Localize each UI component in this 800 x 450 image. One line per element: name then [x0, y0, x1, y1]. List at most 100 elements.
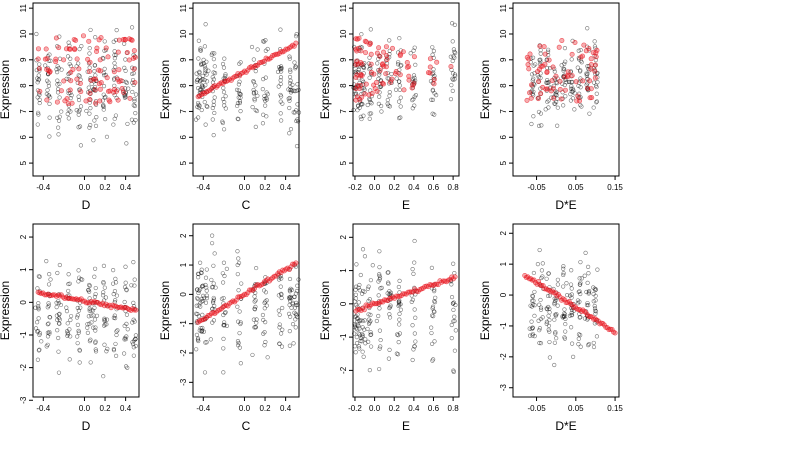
- observed-point: [286, 87, 291, 92]
- fitted-point: [544, 69, 550, 75]
- observed-point: [287, 98, 292, 103]
- observed-point: [570, 307, 575, 313]
- observed-point: [547, 65, 553, 71]
- observed-point: [238, 320, 243, 325]
- observed-point: [65, 321, 70, 326]
- observed-point: [290, 322, 296, 327]
- observed-point: [221, 370, 226, 375]
- observed-point: [563, 59, 568, 64]
- fitted-point: [541, 44, 547, 50]
- observed-point: [429, 341, 435, 347]
- observed-point: [206, 68, 211, 73]
- observed-point: [254, 320, 259, 325]
- observed-point: [198, 78, 203, 83]
- observed-point: [203, 300, 209, 305]
- observed-point: [537, 328, 542, 333]
- observed-point: [429, 286, 435, 291]
- observed-point: [360, 349, 365, 354]
- x-tick-label: -0.05: [527, 404, 546, 413]
- observed-point: [237, 309, 242, 314]
- observed-point: [54, 67, 59, 72]
- observed-point: [296, 119, 301, 124]
- observed-point: [112, 313, 117, 318]
- fitted-point: [408, 289, 414, 295]
- observed-point: [254, 108, 260, 114]
- observed-point: [450, 76, 455, 81]
- observed-point: [36, 301, 41, 306]
- fitted-point: [556, 44, 562, 50]
- observed-point: [74, 315, 80, 320]
- observed-point: [89, 308, 94, 313]
- x-tick-label: -0.4: [196, 404, 210, 413]
- observed-point: [55, 44, 60, 49]
- observed-point: [236, 288, 241, 293]
- observed-point: [359, 32, 364, 37]
- observed-point: [549, 95, 554, 100]
- observed-point: [86, 85, 91, 90]
- fitted-point: [77, 80, 83, 86]
- observed-point: [396, 99, 402, 104]
- fitted-point: [56, 45, 62, 51]
- observed-point: [538, 307, 544, 312]
- fitted-point: [107, 88, 113, 94]
- observed-point: [114, 332, 119, 338]
- observed-point: [211, 281, 216, 286]
- observed-point: [89, 320, 94, 325]
- observed-point: [432, 300, 438, 305]
- observed-point: [361, 65, 366, 70]
- y-axis-label: Expression: [318, 281, 332, 340]
- observed-point: [398, 104, 403, 109]
- observed-point: [88, 360, 93, 365]
- observed-point: [561, 103, 566, 108]
- observed-point: [223, 72, 228, 77]
- observed-point: [531, 270, 536, 276]
- observed-point: [36, 274, 41, 279]
- y-tick-label: 5: [179, 160, 188, 165]
- observed-point: [113, 298, 118, 303]
- fitted-point: [42, 56, 48, 62]
- fitted-point: [557, 86, 563, 92]
- observed-point: [369, 344, 374, 349]
- observed-point: [451, 300, 457, 305]
- fitted-point: [578, 54, 584, 60]
- fitted-point: [368, 51, 374, 57]
- observed-point: [129, 283, 134, 288]
- fitted-point: [87, 90, 93, 96]
- observed-point: [194, 347, 199, 352]
- observed-point: [55, 270, 60, 276]
- observed-point: [103, 322, 108, 327]
- fitted-point: [380, 61, 386, 67]
- observed-point: [388, 294, 393, 299]
- observed-point: [294, 288, 300, 294]
- observed-point: [93, 349, 99, 354]
- fitted-point: [67, 87, 73, 93]
- observed-point: [265, 355, 270, 360]
- observed-point: [552, 300, 557, 305]
- observed-point: [203, 66, 208, 71]
- observed-point: [55, 82, 60, 87]
- observed-point: [48, 95, 53, 100]
- observed-point: [112, 92, 117, 98]
- observed-point: [76, 268, 81, 273]
- observed-point: [198, 304, 203, 309]
- observed-point: [94, 115, 99, 120]
- observed-point: [69, 313, 74, 319]
- observed-point: [368, 312, 373, 318]
- observed-point: [277, 341, 282, 346]
- observed-point: [432, 339, 437, 344]
- observed-point: [65, 333, 70, 338]
- observed-point: [569, 312, 574, 318]
- observed-point: [196, 102, 201, 107]
- observed-point: [296, 277, 301, 282]
- observed-point: [351, 85, 356, 90]
- y-tick-label: -2: [339, 366, 348, 374]
- fitted-point: [551, 290, 557, 296]
- observed-point: [85, 330, 90, 335]
- observed-point: [376, 279, 381, 284]
- observed-point: [538, 48, 543, 53]
- observed-point: [123, 364, 129, 369]
- fitted-point: [251, 285, 257, 291]
- observed-point: [91, 325, 96, 330]
- observed-point: [93, 325, 98, 330]
- observed-point: [430, 52, 435, 57]
